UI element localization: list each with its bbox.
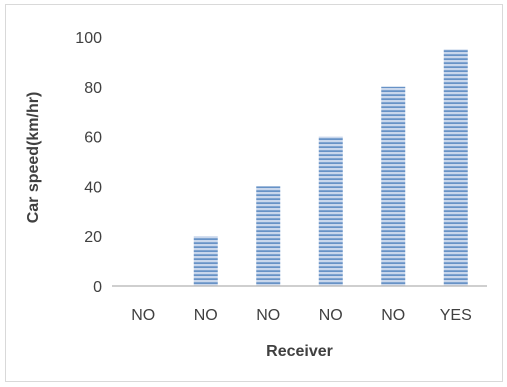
x-axis-title: Receiver	[266, 343, 333, 360]
y-tick-labels: 0 20 40 60 80 100	[75, 30, 102, 296]
y-tick-label-5: 100	[75, 30, 102, 47]
x-tick-label-1: NO	[131, 307, 155, 324]
bars-group	[193, 49, 468, 287]
y-tick-label-3: 60	[84, 130, 102, 147]
x-tick-label-2: NO	[194, 307, 218, 324]
x-tick-labels: NO NO NO NO NO YES	[131, 307, 472, 324]
bar-3	[256, 186, 281, 286]
y-tick-label-2: 40	[84, 179, 102, 196]
y-tick-label-1: 20	[84, 229, 102, 246]
bar-5	[381, 86, 406, 286]
chart-frame	[5, 4, 503, 382]
x-tick-label-4: NO	[319, 307, 343, 324]
y-axis-title: Car speed(km/hr)	[25, 92, 42, 224]
x-tick-label-3: NO	[256, 307, 280, 324]
x-tick-label-5: NO	[381, 307, 405, 324]
bar-6	[443, 49, 468, 287]
y-tick-label-4: 80	[84, 80, 102, 97]
bar-4	[318, 136, 343, 286]
y-tick-label-0: 0	[93, 279, 102, 296]
x-tick-label-6: YES	[440, 307, 472, 324]
bar-2	[193, 236, 218, 286]
